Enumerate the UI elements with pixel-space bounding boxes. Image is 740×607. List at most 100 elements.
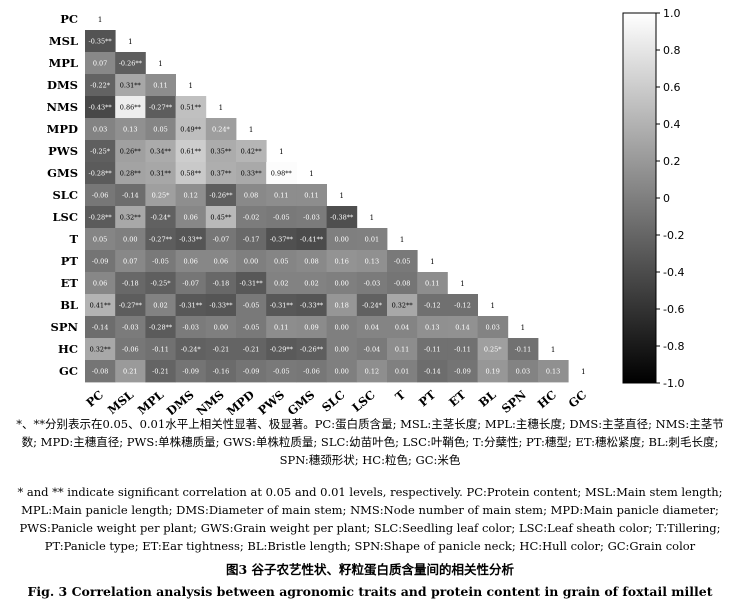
- colorbar-tick-label: -0.8: [663, 340, 684, 353]
- cell-value-label: 0.18: [334, 302, 348, 310]
- heatmap-cell: [447, 294, 478, 317]
- heatmap-cell: [296, 316, 327, 339]
- cell-value-label: -0.43**: [89, 104, 113, 112]
- colorbar-tick-label: 0.6: [663, 81, 681, 94]
- cell-value-label: -0.31**: [270, 302, 294, 310]
- heatmap-cell: [447, 316, 478, 339]
- cell-value-label: 0.05: [274, 258, 288, 266]
- row-label: T: [69, 232, 78, 246]
- heatmap-cell: [326, 294, 358, 317]
- heatmap-cell: [266, 162, 297, 185]
- heatmap-cell: [175, 294, 207, 317]
- row-label: ET: [61, 276, 79, 290]
- diagonal-value: 1: [219, 104, 223, 112]
- column-label: PC: [83, 388, 106, 410]
- column-label: SLC: [319, 388, 348, 415]
- heatmap-cell: [85, 316, 116, 339]
- diagonal-value: 1: [551, 346, 555, 354]
- heatmap-cell: [175, 162, 207, 185]
- diagonal-value: 1: [581, 368, 585, 376]
- cell-value-label: -0.12: [424, 302, 441, 310]
- heatmap-cell: [205, 184, 237, 207]
- cell-value-label: -0.28**: [149, 324, 173, 332]
- column-label: MPL: [135, 388, 167, 415]
- cell-value-label: 0.06: [183, 258, 197, 266]
- cell-value-label: -0.07: [213, 236, 230, 244]
- cell-value-label: -0.06: [92, 192, 109, 200]
- row-label: HC: [58, 342, 78, 356]
- heatmap-cell: [326, 316, 358, 339]
- column-label: MSL: [105, 388, 136, 415]
- cell-value-label: -0.27**: [119, 302, 143, 310]
- heatmap-cell: [387, 250, 418, 273]
- column-label: HC: [535, 388, 559, 412]
- heatmap-cell: [145, 140, 176, 163]
- heatmap-cell: [417, 360, 448, 383]
- diagonal-value: 1: [128, 38, 132, 46]
- colorbar-tick-label: 0.8: [663, 44, 681, 57]
- heatmap-cell: [387, 294, 418, 317]
- cell-value-label: 0.61**: [180, 148, 202, 156]
- heatmap-cell: [85, 272, 116, 295]
- heatmap-cell: [85, 30, 116, 53]
- cell-value-label: 0.11: [153, 82, 167, 90]
- heatmap-cell: [236, 250, 267, 273]
- cell-value-label: 0.02: [153, 302, 167, 310]
- cell-value-label: 0.02: [274, 280, 288, 288]
- heatmap-cell: [115, 140, 146, 163]
- cell-value-label: 0.11: [395, 346, 409, 354]
- cell-value-label: -0.27**: [149, 104, 173, 112]
- heatmap-cell: [236, 162, 267, 185]
- heatmap-cell: [145, 96, 176, 119]
- diagonal-value: 1: [188, 82, 192, 90]
- heatmap-cell: [85, 74, 116, 97]
- cell-value-label: -0.05: [394, 258, 411, 266]
- cell-value-label: 0.32**: [392, 302, 414, 310]
- diagonal-value: 1: [521, 324, 525, 332]
- cell-value-label: 0.13: [546, 368, 560, 376]
- column-label: NMS: [194, 388, 227, 415]
- cell-value-label: 0.42**: [241, 148, 263, 156]
- cell-value-label: -0.07: [182, 280, 199, 288]
- column-label: PT: [416, 387, 439, 409]
- heatmap-cell: [85, 184, 116, 207]
- cell-value-label: -0.08: [394, 280, 411, 288]
- heatmap-cell: [266, 250, 297, 273]
- cell-value-label: -0.21: [152, 368, 169, 376]
- heatmap-cell: [85, 228, 116, 251]
- heatmap-cell: [85, 162, 116, 185]
- cell-value-label: 0.58**: [180, 170, 202, 178]
- diagonal-value: 1: [490, 302, 494, 310]
- heatmap-cell: [115, 96, 146, 119]
- cell-value-label: 0.00: [334, 236, 348, 244]
- heatmap-cell: [296, 360, 327, 383]
- cell-value-label: 0.14: [455, 324, 469, 332]
- column-label: T: [392, 387, 408, 404]
- diagonal-value: 1: [430, 258, 434, 266]
- heatmap-cell: [236, 140, 267, 163]
- colorbar-gradient: [622, 12, 657, 384]
- cell-value-label: -0.06: [303, 368, 320, 376]
- heatmap-cell: [356, 316, 388, 339]
- row-label: GC: [59, 364, 78, 378]
- significance-note-chinese: *、**分别表示在0.05、0.01水平上相关性显著、极显著。PC:蛋白质含量;…: [16, 417, 724, 467]
- cell-value-label: 0.01: [365, 236, 379, 244]
- diagonal-value: 1: [460, 280, 464, 288]
- cell-value-label: 0.01: [395, 368, 409, 376]
- heatmap-cell: [85, 52, 116, 75]
- heatmap-cell: [205, 360, 237, 383]
- cell-value-label: 0.07: [93, 60, 107, 68]
- cell-value-label: -0.24*: [151, 214, 172, 222]
- heatmap-cell: [387, 338, 418, 361]
- cell-value-label: 0.32**: [90, 346, 112, 354]
- column-label: SPN: [499, 387, 529, 415]
- heatmap-cell: [236, 184, 267, 207]
- cell-value-label: 0.19: [485, 368, 499, 376]
- heatmap-cell: [115, 294, 146, 317]
- colorbar-tick-label: -0.6: [663, 303, 684, 316]
- cell-value-label: -0.09: [454, 368, 471, 376]
- cell-value-label: 0.13: [365, 258, 379, 266]
- cell-value-label: -0.25*: [90, 148, 111, 156]
- cell-value-label: 0.03: [516, 368, 530, 376]
- heatmap-cell: [387, 316, 418, 339]
